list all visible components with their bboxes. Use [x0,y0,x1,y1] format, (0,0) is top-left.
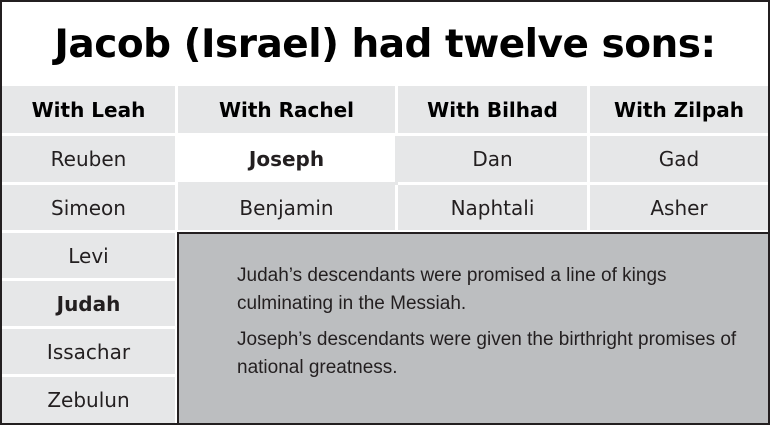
son-asher: Asher [590,185,768,233]
son-dan: Dan [398,136,590,185]
son-simeon: Simeon [2,185,178,233]
son-zebulun: Zebulun [2,377,178,423]
header-zilpah: With Zilpah [590,86,768,136]
son-benjamin: Benjamin [178,185,398,233]
promises-note: Judah’s descendants were promised a line… [177,232,768,423]
judah-note: Judah’s descendants were promised a line… [237,265,667,314]
header-leah: With Leah [2,86,178,136]
table-title: Jacob (Israel) had twelve sons: [2,2,768,88]
header-bilhad: With Bilhad [398,86,590,136]
son-issachar: Issachar [2,329,178,377]
son-gad: Gad [590,136,768,185]
son-judah: Judah [2,281,178,329]
header-rachel: With Rachel [178,86,398,136]
son-reuben: Reuben [2,136,178,185]
son-levi: Levi [2,233,178,281]
joseph-note: Joseph’s descendants were given the birt… [237,329,737,378]
son-joseph: Joseph [178,136,398,185]
son-naphtali: Naphtali [398,185,590,233]
